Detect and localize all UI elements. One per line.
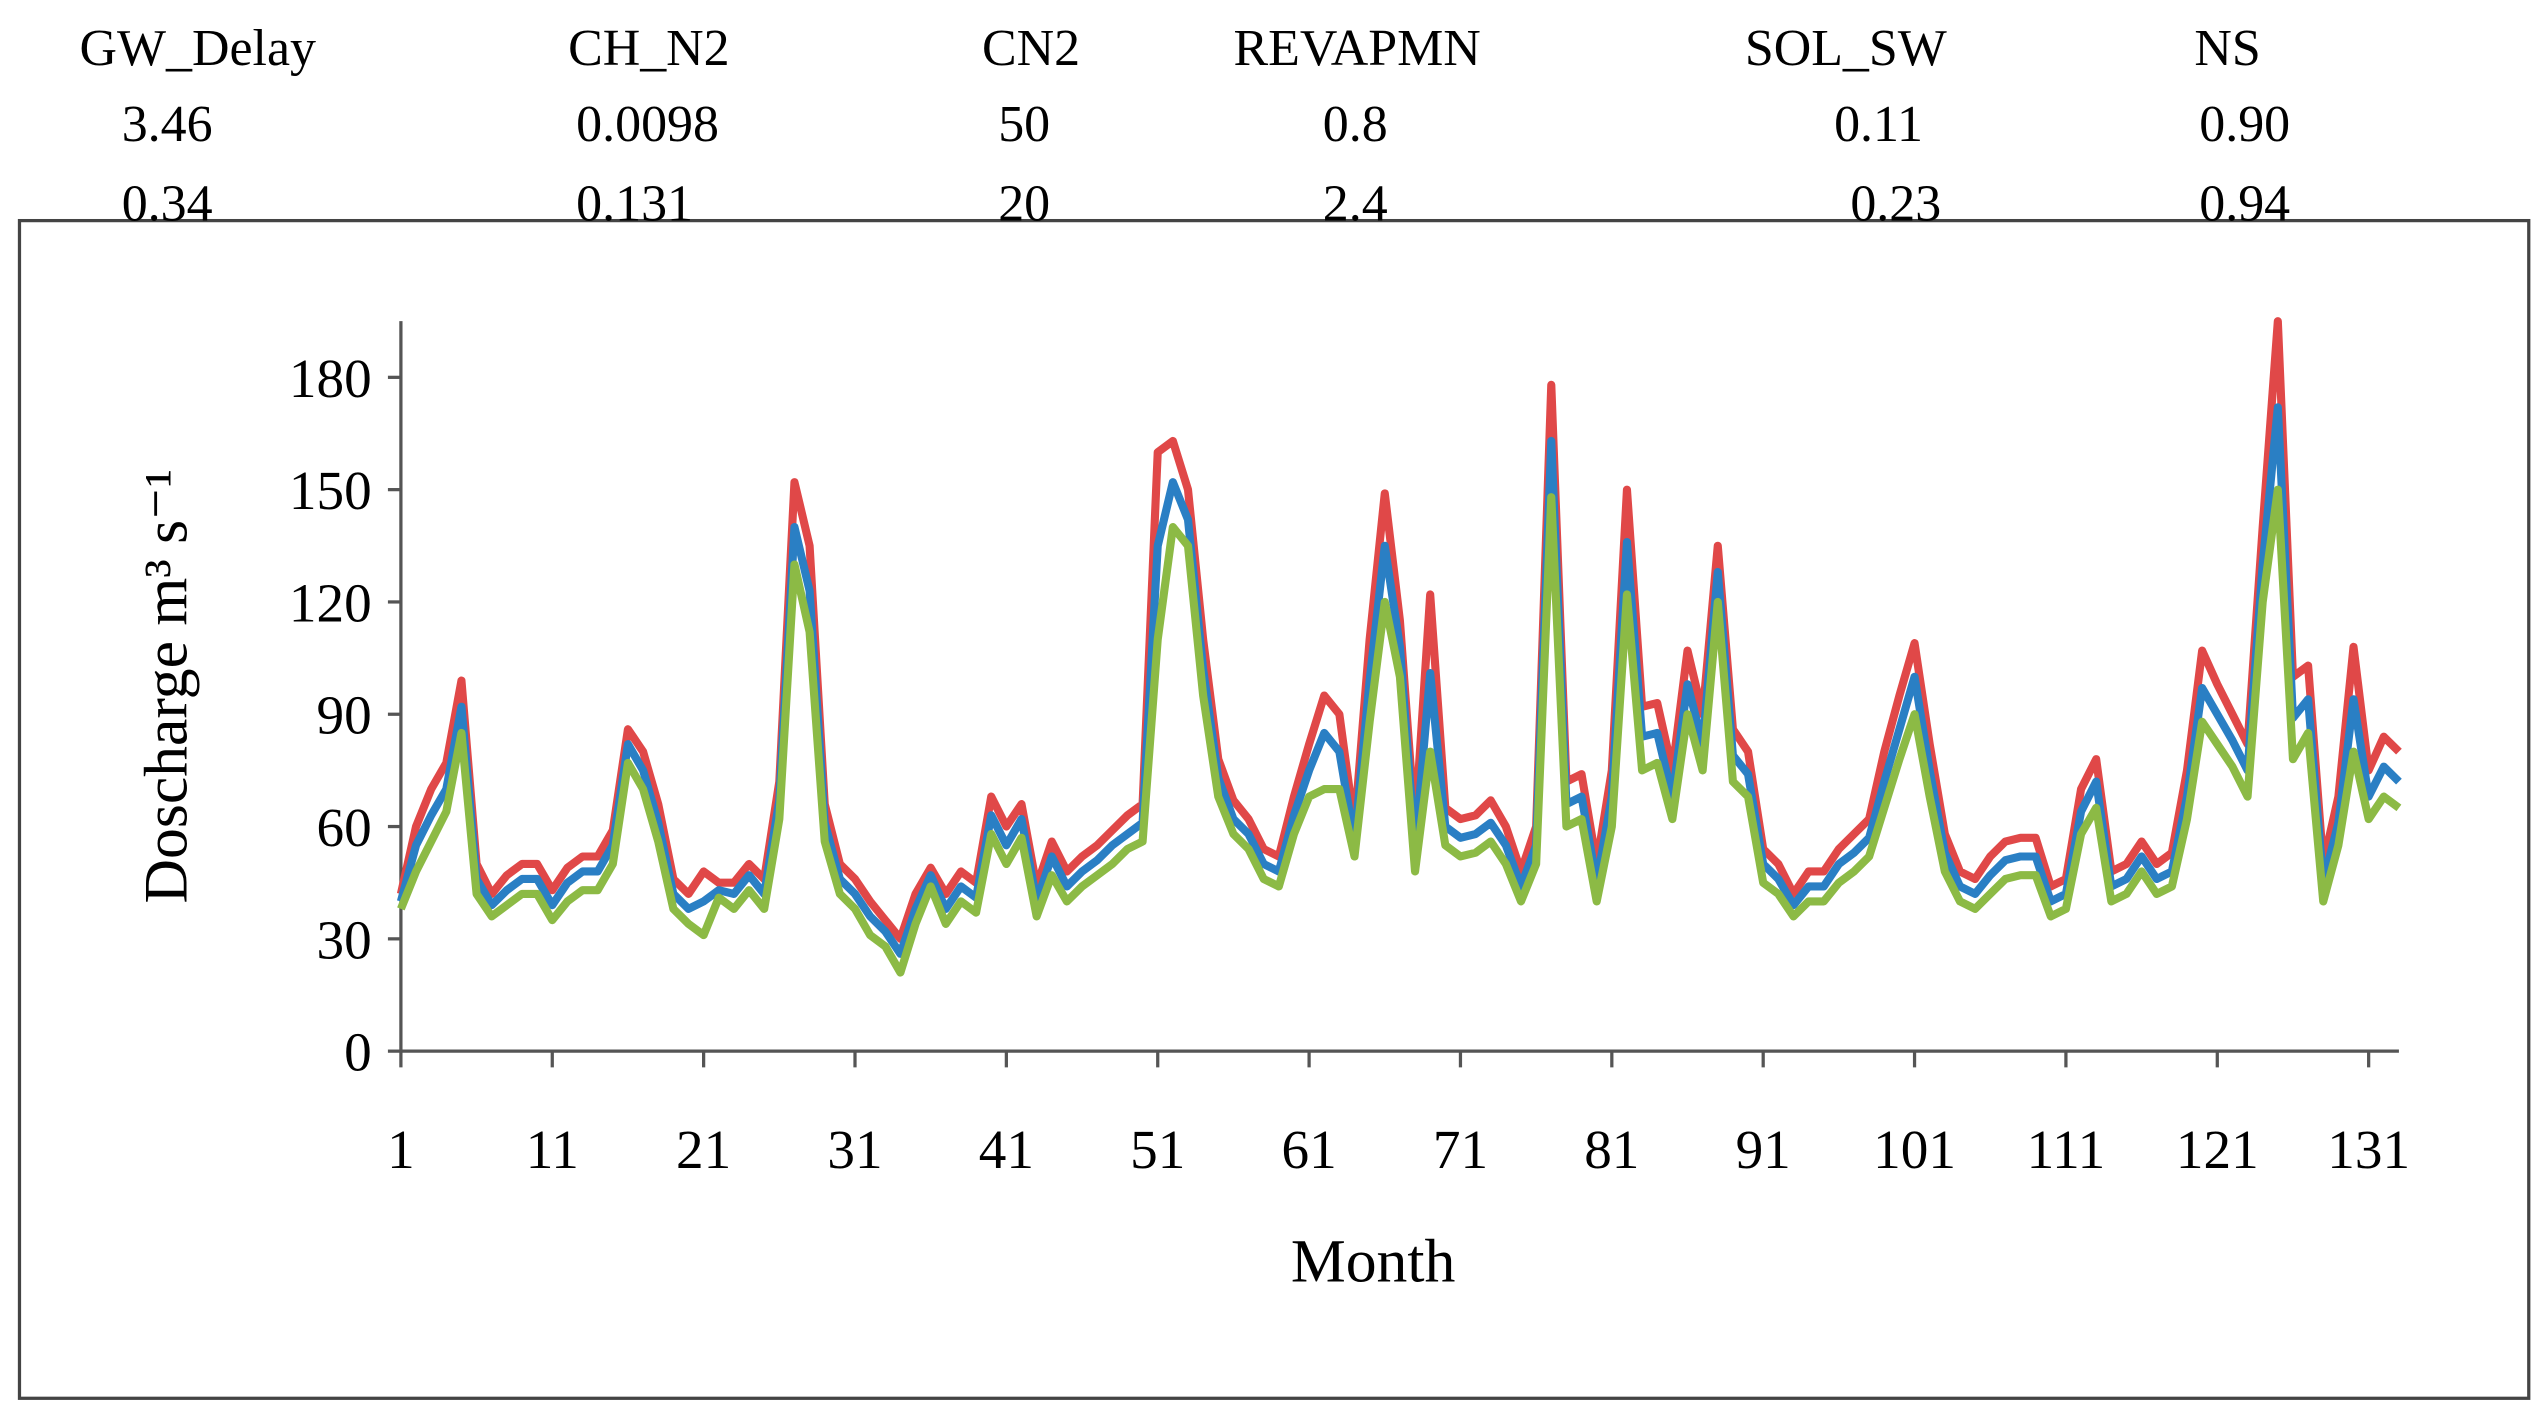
table-header: REVAPMN <box>1234 20 1481 77</box>
y-tick-label: 120 <box>289 572 372 633</box>
y-tick-label: 90 <box>317 685 372 746</box>
x-tick-label: 1 <box>387 1119 415 1180</box>
x-tick-label: 81 <box>1584 1119 1639 1180</box>
x-tick-label: 31 <box>827 1119 882 1180</box>
table-cell: 0.90 <box>2199 96 2290 153</box>
table-header: CH_N2 <box>568 20 730 77</box>
x-tick-label: 121 <box>2176 1119 2259 1180</box>
y-tick-label: 0 <box>344 1022 372 1083</box>
data-line <box>397 485 2402 977</box>
y-axis-label: Doscharge m³ s⁻¹ <box>133 469 201 904</box>
x-tick-label: 71 <box>1433 1119 1488 1180</box>
x-tick-label: 21 <box>676 1119 731 1180</box>
x-tick-label: 111 <box>2027 1119 2106 1180</box>
x-tick-label: 61 <box>1282 1119 1337 1180</box>
table-cell: 50 <box>998 96 1050 153</box>
table-cell: 2.4 <box>1323 176 1388 233</box>
table-cell: 3.46 <box>122 96 213 153</box>
table-cell: 20 <box>998 176 1050 233</box>
table-cell: 0.94 <box>2199 176 2290 233</box>
table-cell: 0.11 <box>1834 96 1923 153</box>
y-tick-label: 180 <box>289 348 372 409</box>
y-tick-label: 150 <box>289 460 372 521</box>
table-header: SOL_SW <box>1745 20 1947 77</box>
x-tick-label: 11 <box>526 1119 579 1180</box>
x-tick-label: 41 <box>979 1119 1034 1180</box>
y-tick-label: 30 <box>317 909 372 970</box>
table-header: GW_Delay <box>80 20 316 77</box>
table-cell: 0.23 <box>1850 176 1941 233</box>
table-cell: 0.0098 <box>576 96 719 153</box>
y-tick-label: 60 <box>317 797 372 858</box>
table-cell: 0.131 <box>576 176 693 233</box>
x-tick-label: 131 <box>2327 1119 2410 1180</box>
table-cell: 0.34 <box>122 176 213 233</box>
table-header: CN2 <box>982 20 1080 77</box>
x-tick-label: 91 <box>1736 1119 1791 1180</box>
x-tick-label: 101 <box>1873 1119 1956 1180</box>
table-cell: 0.8 <box>1323 96 1388 153</box>
x-tick-label: 51 <box>1130 1119 1185 1180</box>
x-axis-label: Month <box>1291 1228 1455 1296</box>
table-header: NS <box>2194 20 2260 77</box>
chart-frame <box>17 218 2531 1400</box>
